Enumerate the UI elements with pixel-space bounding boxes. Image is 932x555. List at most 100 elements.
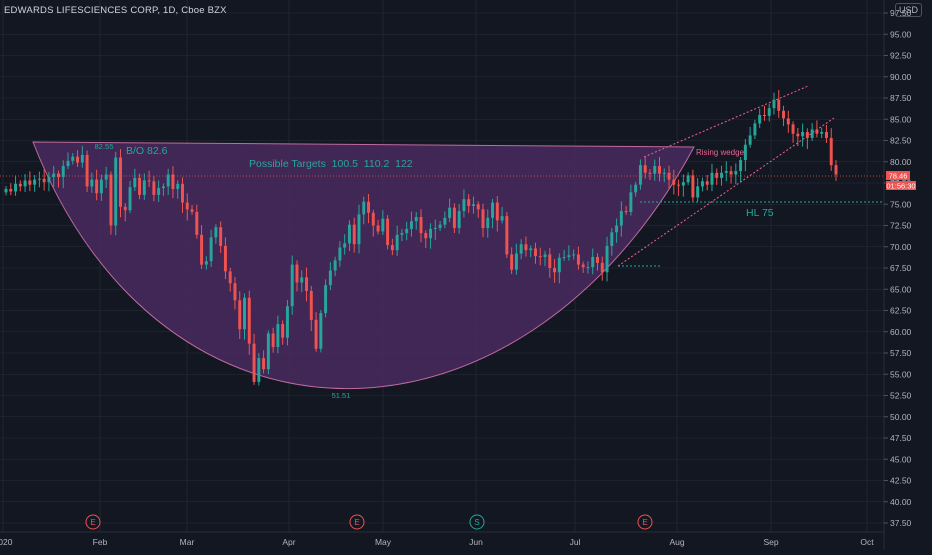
- candle-body: [782, 110, 786, 119]
- candle-body: [452, 207, 456, 229]
- event-marker-circle: [85, 514, 101, 530]
- candle-body: [47, 177, 51, 183]
- candle-body: [471, 204, 475, 206]
- candles: [4, 89, 838, 386]
- candle-body: [715, 172, 719, 178]
- candle-body: [371, 212, 375, 226]
- candle-body: [28, 180, 32, 185]
- candle-body: [185, 202, 189, 210]
- candle-body: [200, 234, 204, 265]
- candle-body: [824, 132, 828, 138]
- candle-body: [243, 297, 246, 330]
- rising-wedge-label: Rising wedge: [696, 148, 745, 157]
- candle-body: [638, 165, 642, 185]
- candle-body: [223, 245, 227, 272]
- candle-body: [629, 192, 633, 212]
- cup-low-label: 51.51: [332, 391, 351, 400]
- candle-body: [347, 224, 351, 244]
- candle-body: [309, 290, 313, 320]
- price-tick-label: 85.00: [890, 114, 912, 124]
- candle-body: [672, 179, 676, 185]
- candle-body: [314, 319, 318, 349]
- drawing-lines: [0, 85, 884, 267]
- candle-body: [99, 179, 103, 194]
- candle-body: [56, 173, 60, 178]
- event-marker[interactable]: E: [637, 514, 653, 530]
- event-marker[interactable]: E: [85, 514, 101, 530]
- price-tick-label: 67.50: [890, 263, 912, 273]
- candle-body: [405, 228, 409, 234]
- candle-body: [181, 183, 184, 203]
- candle-body: [448, 207, 452, 218]
- last-price-tag: 78.46: [889, 172, 908, 181]
- time-axis[interactable]: 2020 Feb Mar Apr May Jun Jul Aug Sep Oct: [0, 531, 884, 547]
- candle-body: [305, 277, 308, 291]
- candle-body: [419, 217, 423, 234]
- candle-body: [600, 262, 604, 273]
- candle-body: [424, 233, 428, 239]
- candle-body: [524, 244, 528, 251]
- currency-selector[interactable]: USD: [895, 3, 923, 17]
- candle-body: [171, 174, 175, 189]
- price-tick-label: 42.50: [890, 476, 912, 486]
- candle-body: [90, 179, 94, 187]
- wedge-upper-line: [643, 85, 809, 158]
- candle-body: [433, 228, 437, 230]
- candle-body: [238, 300, 242, 330]
- candle-body: [529, 248, 533, 251]
- last-price-tags: 78.46 01:56:30: [886, 171, 916, 191]
- candle-body: [152, 181, 156, 195]
- candle-body: [166, 174, 170, 187]
- event-marker[interactable]: S: [469, 514, 485, 530]
- candle-body: [476, 204, 480, 210]
- candle-body: [352, 224, 356, 245]
- price-tick-label: 75.00: [890, 199, 912, 209]
- candle-body: [495, 202, 499, 221]
- candle-body: [829, 137, 833, 166]
- candle-body: [376, 225, 380, 232]
- candle-body: [114, 157, 118, 226]
- candle-body: [686, 175, 690, 183]
- price-tick-label: 52.50: [890, 391, 912, 401]
- candle-body: [739, 160, 743, 172]
- event-marker-circle: [469, 514, 485, 530]
- candle-body: [109, 174, 113, 226]
- candle-body: [390, 245, 394, 251]
- candle-body: [619, 211, 623, 226]
- candle-body: [758, 115, 762, 124]
- candle-body: [658, 166, 661, 174]
- candle-body: [300, 277, 304, 283]
- time-tick-label: Mar: [180, 537, 195, 547]
- candle-body: [581, 264, 585, 268]
- candle-body: [648, 172, 652, 174]
- candle-body: [691, 175, 695, 198]
- candle-body: [438, 224, 442, 229]
- candle-body: [681, 182, 685, 186]
- price-tick-label: 62.50: [890, 306, 912, 316]
- time-tick-label: Apr: [282, 537, 295, 547]
- candle-body: [142, 180, 146, 195]
- candle-body: [772, 99, 776, 109]
- candle-body: [386, 218, 390, 246]
- candle-body: [801, 132, 805, 137]
- candle-body: [634, 184, 638, 193]
- price-tick-label: 72.50: [890, 221, 912, 231]
- candle-body: [381, 218, 385, 232]
- candle-body: [705, 181, 709, 185]
- price-tick-label: 47.50: [890, 433, 912, 443]
- candle-body: [119, 157, 122, 207]
- candle-body: [147, 180, 151, 182]
- time-tick-label: Jun: [469, 537, 483, 547]
- candle-body: [500, 216, 504, 221]
- candle-body: [395, 234, 399, 251]
- price-tick-label: 95.00: [890, 29, 912, 39]
- targets-label: Possible Targets 100.5 110.2 122: [249, 158, 413, 170]
- price-tick-label: 57.50: [890, 348, 912, 358]
- candle-body: [195, 211, 199, 235]
- candle-body: [271, 333, 275, 348]
- candle-body: [777, 99, 781, 111]
- event-marker[interactable]: E: [349, 514, 365, 530]
